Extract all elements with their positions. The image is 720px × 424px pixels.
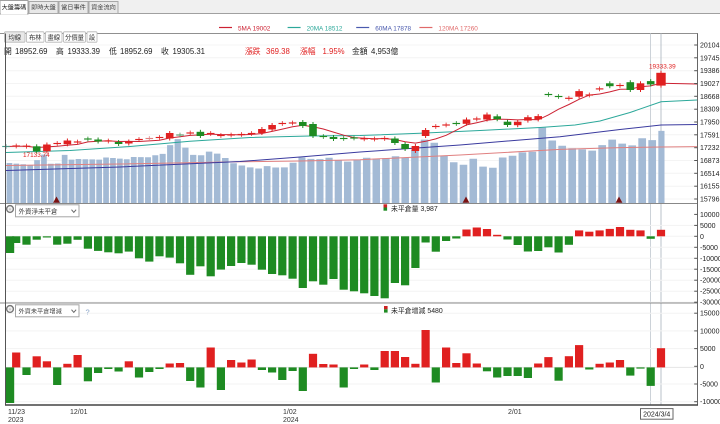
svg-text:高: 高 [56, 46, 64, 56]
svg-text:17591: 17591 [700, 132, 720, 139]
svg-text:18309: 18309 [700, 107, 720, 114]
svg-text:設: 設 [89, 33, 96, 42]
svg-text:16514: 16514 [700, 171, 720, 178]
svg-text:-25000: -25000 [700, 289, 720, 296]
svg-text:20MA 18512: 20MA 18512 [307, 25, 343, 32]
svg-text:漲跌: 漲跌 [245, 46, 261, 56]
svg-text:-5000: -5000 [700, 245, 718, 252]
svg-text:19745: 19745 [700, 55, 720, 62]
svg-text:?: ? [86, 308, 90, 317]
svg-text:即時大盤: 即時大盤 [31, 3, 56, 11]
svg-text:18668: 18668 [700, 94, 720, 101]
svg-text:當日事件: 當日事件 [61, 3, 86, 11]
svg-text:漲幅: 漲幅 [300, 46, 316, 56]
svg-text:19386: 19386 [700, 68, 720, 75]
svg-text:5000: 5000 [700, 223, 716, 230]
svg-text:5000: 5000 [700, 346, 716, 353]
svg-text:0: 0 [700, 234, 704, 241]
svg-text:-10000: -10000 [700, 399, 720, 406]
svg-text:5MA 19002: 5MA 19002 [238, 25, 271, 32]
svg-text:未平倉量 3,987: 未平倉量 3,987 [391, 204, 438, 213]
svg-text:-30000: -30000 [700, 300, 720, 307]
svg-text:-5000: -5000 [700, 382, 718, 389]
svg-text:10000: 10000 [700, 212, 720, 219]
svg-text:收: 收 [161, 46, 169, 56]
svg-text:2023: 2023 [8, 417, 24, 424]
svg-text:11/23: 11/23 [8, 409, 25, 416]
svg-text:19333.39: 19333.39 [68, 47, 101, 56]
svg-text:外資淨未平倉: 外資淨未平倉 [19, 207, 59, 216]
svg-text:外資未平倉增減: 外資未平倉增減 [19, 308, 63, 316]
svg-text:資金流向: 資金流向 [91, 3, 116, 11]
svg-text:-10000: -10000 [700, 256, 720, 263]
svg-text:分價量: 分價量 [65, 33, 85, 42]
svg-text:大盤籌碼: 大盤籌碼 [2, 3, 27, 11]
svg-text:16155: 16155 [700, 184, 720, 191]
svg-text:18952.69: 18952.69 [120, 47, 153, 56]
svg-text:15796: 15796 [700, 197, 720, 204]
svg-text:60MA 17878: 60MA 17878 [375, 25, 411, 32]
svg-text:-20000: -20000 [700, 278, 720, 285]
svg-text:未平倉增減 5480: 未平倉增減 5480 [391, 306, 443, 315]
svg-text:19333.39: 19333.39 [649, 63, 676, 70]
svg-text:均線: 均線 [8, 33, 21, 42]
svg-text:-15000: -15000 [700, 267, 720, 274]
svg-text:畫線: 畫線 [47, 33, 60, 42]
svg-text:17950: 17950 [700, 120, 720, 127]
svg-text:20104: 20104 [700, 43, 720, 50]
svg-text:120MA 17260: 120MA 17260 [438, 25, 478, 32]
svg-text:布林: 布林 [29, 33, 42, 42]
svg-text:17133.74: 17133.74 [23, 152, 50, 159]
svg-text:19305.31: 19305.31 [173, 47, 206, 56]
svg-text:低: 低 [109, 46, 117, 56]
svg-text:金額: 金額 [352, 46, 368, 56]
svg-text:12/01: 12/01 [70, 409, 88, 416]
svg-text:15000: 15000 [700, 311, 720, 318]
svg-text:2024/3/4: 2024/3/4 [643, 412, 670, 419]
svg-text:2024: 2024 [283, 417, 299, 424]
svg-text:2/01: 2/01 [508, 409, 522, 416]
svg-text:10000: 10000 [700, 328, 720, 335]
svg-text:0: 0 [700, 364, 704, 371]
svg-text:369.38: 369.38 [266, 47, 290, 56]
svg-text:18952.69: 18952.69 [15, 47, 48, 56]
svg-text:1.95%: 1.95% [323, 47, 345, 56]
svg-text:17232: 17232 [700, 145, 720, 152]
svg-text:4,953億: 4,953億 [371, 46, 399, 56]
svg-text:19027: 19027 [700, 81, 720, 88]
svg-text:開: 開 [4, 47, 12, 56]
svg-text:16873: 16873 [700, 158, 720, 165]
svg-text:1/02: 1/02 [283, 409, 297, 416]
